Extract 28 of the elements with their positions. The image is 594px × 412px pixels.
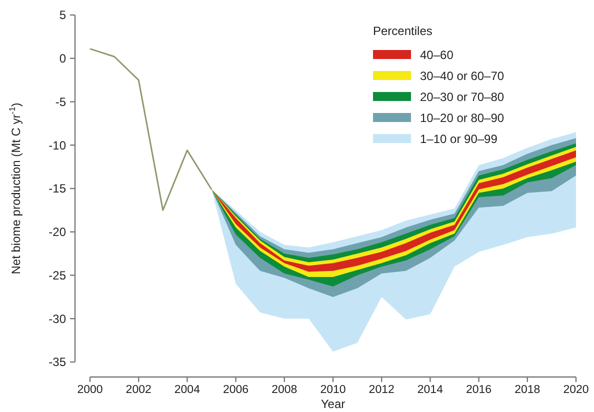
- legend-label: 20–30 or 70–80: [420, 90, 504, 104]
- x-tick-label: 2006: [223, 384, 249, 396]
- legend-title: Percentiles: [373, 24, 432, 38]
- legend-label: 1–10 or 90–99: [420, 132, 498, 146]
- x-tick-label: 2018: [514, 384, 540, 396]
- y-tick-label: 0: [59, 52, 66, 66]
- x-axis-title: Year: [320, 397, 346, 411]
- x-tick-label: 2010: [320, 384, 346, 396]
- x-tick-label: 2012: [368, 384, 394, 396]
- x-tick-label: 2016: [466, 384, 492, 396]
- x-tick-label: 2000: [77, 384, 103, 396]
- legend-label: 30–40 or 60–70: [420, 69, 504, 84]
- legend-label: 10–20 or 80–90: [420, 111, 504, 126]
- y-tick-label: -20: [48, 225, 66, 240]
- y-tick-label: -35: [48, 355, 66, 370]
- y-tick-label: 5: [59, 8, 66, 22]
- y-tick-label: -10: [48, 138, 66, 152]
- y-tick-label: -5: [55, 94, 66, 109]
- y-tick-label: -15: [48, 182, 66, 196]
- x-tick-label: 2020: [563, 384, 589, 396]
- x-tick-label: 2004: [174, 384, 201, 396]
- y-tick-label: -30: [48, 312, 66, 326]
- line-series: [89, 48, 212, 211]
- x-tick-label: 2014: [417, 384, 444, 396]
- y-tick-label: -25: [48, 268, 66, 282]
- x-tick-label: 2008: [272, 384, 298, 396]
- legend-label: 40–60: [420, 48, 454, 62]
- x-tick-label: 2002: [126, 384, 152, 396]
